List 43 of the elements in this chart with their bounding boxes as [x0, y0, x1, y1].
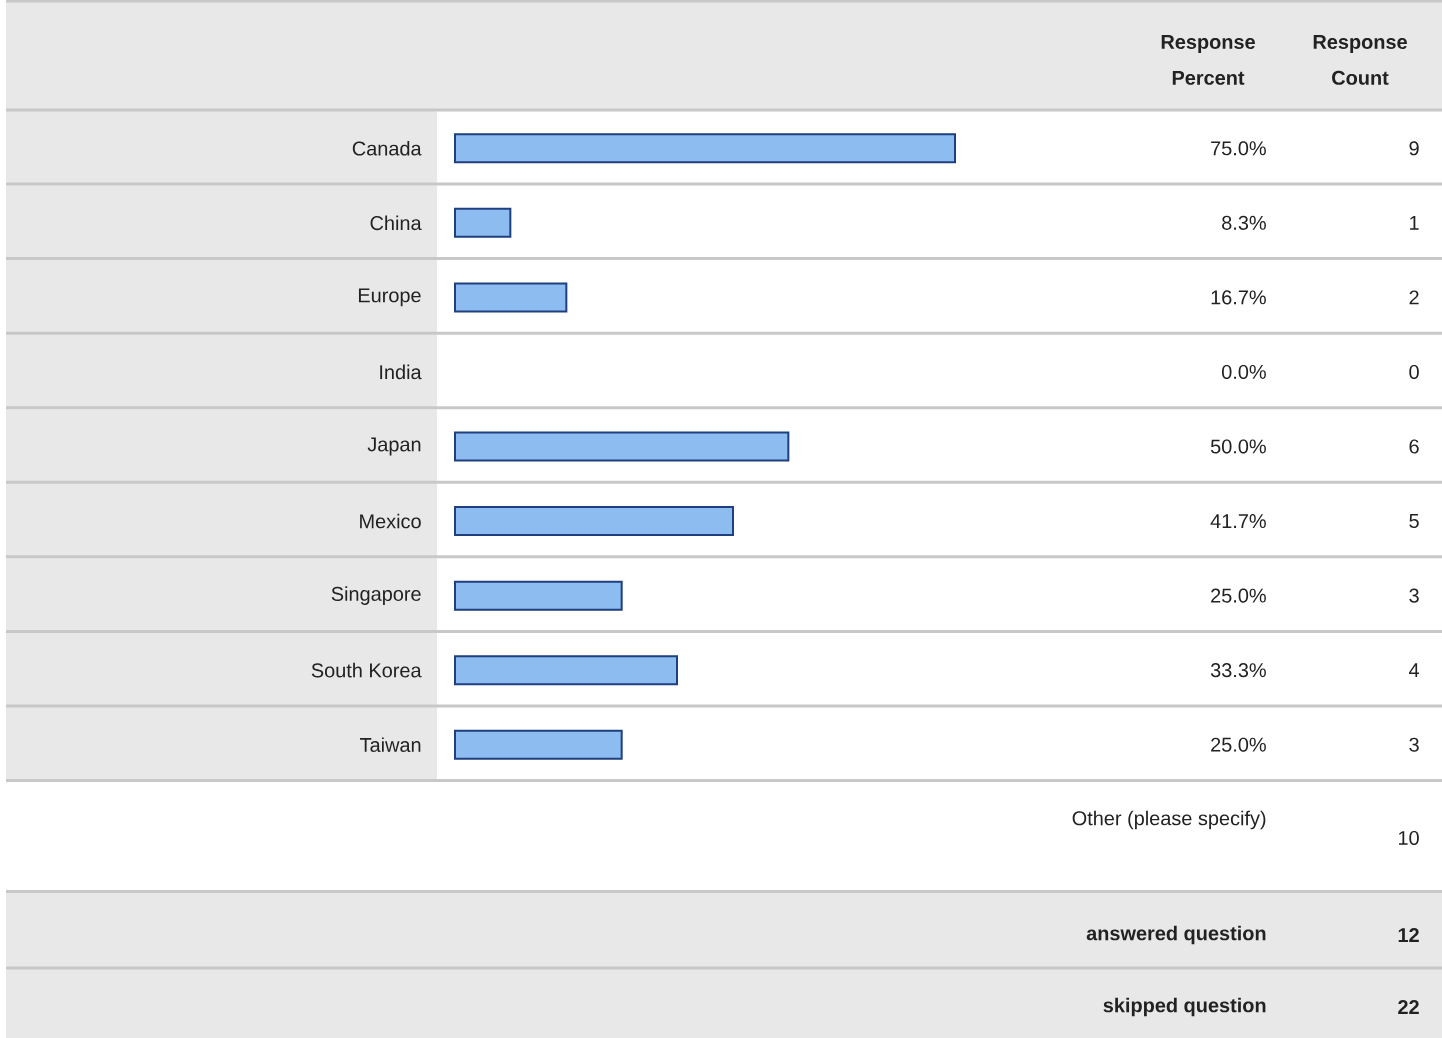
- data-label: 25.0%: [1211, 737, 1266, 752]
- bar: [454, 729, 623, 760]
- bar: [454, 133, 957, 164]
- data-label: 33.3%: [1210, 663, 1266, 678]
- text: 3: [1409, 737, 1419, 752]
- text: 1: [1410, 215, 1419, 230]
- text: 2: [1409, 290, 1419, 305]
- data-label: 8.3%: [1222, 215, 1266, 230]
- y-tick-label: Europe: [358, 288, 421, 307]
- text: 3: [1409, 588, 1419, 603]
- text: 12: [1398, 928, 1419, 942]
- bar: [454, 655, 679, 686]
- data-label: 75.0%: [1211, 141, 1266, 156]
- data-label: 50.0%: [1210, 439, 1266, 454]
- y-tick-label: Japan: [367, 437, 421, 456]
- y-tick-label: Canada: [352, 140, 422, 156]
- text: 5: [1409, 514, 1419, 528]
- text: Response Count: [1313, 35, 1407, 85]
- y-tick-label: China: [370, 215, 422, 231]
- text: 4: [1409, 663, 1420, 678]
- y-tick-label: India: [380, 364, 422, 380]
- bar: [454, 580, 623, 611]
- text: 0: [1409, 364, 1419, 379]
- y-tick-label: Mexico: [360, 513, 421, 529]
- text: Response Percent: [1161, 35, 1255, 85]
- text: Other (please specify): [1072, 810, 1266, 830]
- bar: [454, 506, 735, 537]
- y-tick-label: South Korea: [311, 662, 422, 678]
- text: skipped question: [1103, 997, 1266, 1017]
- bar: [454, 282, 568, 313]
- data-label: 25.0%: [1211, 588, 1266, 603]
- text: 22: [1398, 1000, 1419, 1014]
- text: 9: [1409, 141, 1419, 156]
- text: 6: [1409, 439, 1419, 454]
- data-label: 16.7%: [1211, 290, 1266, 305]
- bar: [454, 207, 512, 238]
- text: answered question: [1086, 925, 1266, 945]
- y-tick-label: Taiwan: [360, 737, 421, 753]
- data-label: 0.0%: [1221, 364, 1266, 379]
- y-tick-label: Singapore: [331, 586, 421, 605]
- text: 10: [1398, 830, 1419, 846]
- data-label: 41.7%: [1210, 514, 1266, 529]
- bar: [454, 431, 790, 462]
